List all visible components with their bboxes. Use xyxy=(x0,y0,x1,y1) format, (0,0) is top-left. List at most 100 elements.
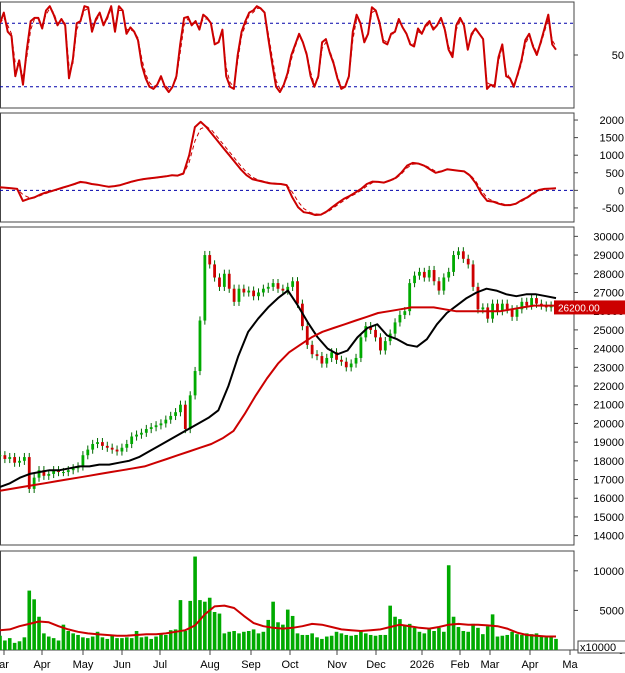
price-candle xyxy=(281,288,285,291)
x-axis-label: Oct xyxy=(281,659,298,671)
volume-bar xyxy=(495,636,500,650)
price-candle xyxy=(252,290,256,297)
volume-bar xyxy=(198,600,202,650)
volume-bar xyxy=(256,633,261,650)
price-candle xyxy=(222,273,226,287)
price-candle xyxy=(81,455,85,467)
price-candle xyxy=(393,322,397,334)
volume-bar xyxy=(539,636,544,650)
price-candle xyxy=(379,337,382,351)
volume-bar xyxy=(37,616,41,650)
price-candle xyxy=(110,447,114,450)
volume-bar xyxy=(12,642,17,650)
volume-bar xyxy=(66,630,71,650)
price-candle xyxy=(242,288,246,293)
price-candle xyxy=(310,344,314,355)
price-candle xyxy=(32,477,36,489)
volume-bar xyxy=(42,633,46,650)
volume-bar xyxy=(378,634,383,650)
volume-bar xyxy=(144,636,149,650)
volume-bar xyxy=(207,597,212,650)
volume-bar xyxy=(354,634,358,650)
price-candle xyxy=(398,314,402,323)
price-candle xyxy=(193,371,197,396)
price-axis-tick-label: 15000 xyxy=(593,512,624,524)
price-candle xyxy=(208,255,212,265)
reference-levels xyxy=(0,22,574,191)
price-candle xyxy=(296,281,299,304)
volume-bar xyxy=(222,633,227,650)
volume-bar xyxy=(193,556,197,650)
price-candle xyxy=(320,356,324,364)
volume-bar xyxy=(3,640,7,650)
price-axis-tick-label: 23000 xyxy=(593,362,624,374)
volume-bar xyxy=(85,638,90,650)
price-candle xyxy=(530,298,534,306)
volume-bar xyxy=(481,634,485,650)
x-axis-label: Apr xyxy=(33,659,50,671)
volume-bar xyxy=(510,631,514,650)
price-candle xyxy=(349,363,353,368)
price-candle xyxy=(305,326,309,345)
price-candle xyxy=(159,423,163,426)
volume-axis-tick-label: 5000 xyxy=(600,605,624,617)
last-price-label: 26200.00 xyxy=(558,303,600,314)
volume-bar xyxy=(90,636,95,650)
x-axis-label: May xyxy=(73,659,94,671)
volume-bar xyxy=(359,630,363,650)
volume-bar xyxy=(149,638,153,650)
volume-bar xyxy=(485,626,490,650)
volume-bar xyxy=(437,627,441,650)
volume-bar xyxy=(368,634,373,650)
price-candle xyxy=(237,288,241,302)
macd-axis-tick-label: 2000 xyxy=(600,115,624,127)
price-candle xyxy=(466,258,470,265)
volume-bar xyxy=(71,633,75,650)
volume-bar xyxy=(403,625,407,650)
volume-bar xyxy=(324,636,329,650)
volume-bar xyxy=(168,630,173,650)
x-axis-label: Ma xyxy=(562,659,578,671)
price-candle xyxy=(286,286,290,291)
stochastic-oscillator-frame xyxy=(0,1,575,109)
price-candle xyxy=(37,470,41,478)
price-candle xyxy=(408,283,412,312)
volume-bar xyxy=(456,627,461,650)
volume-bar xyxy=(520,634,524,650)
price-candle xyxy=(505,303,509,310)
x-axis-label: Aug xyxy=(200,659,220,671)
price-candle xyxy=(8,457,12,459)
price-candle xyxy=(140,432,143,435)
volume-bar xyxy=(212,611,217,650)
price-candle xyxy=(276,283,280,289)
volume-bar xyxy=(432,630,436,650)
volume-bar xyxy=(276,622,280,650)
x-axis-label: Apr xyxy=(521,659,538,671)
price-candle xyxy=(364,326,368,338)
x-axis-label: Dec xyxy=(366,659,386,671)
volume-bar xyxy=(427,629,431,650)
price-candle xyxy=(179,404,182,413)
price-candle xyxy=(218,277,221,287)
volume-bar xyxy=(281,624,285,650)
volume-bar xyxy=(451,616,456,650)
volume-bar xyxy=(505,634,510,650)
price-candle xyxy=(96,442,99,444)
price-candle xyxy=(383,341,387,351)
volume-bar xyxy=(173,629,178,650)
volume-bar xyxy=(95,631,100,650)
price-candle xyxy=(510,309,514,317)
macd-line xyxy=(0,120,557,216)
volume-bar xyxy=(17,641,22,650)
volume-bar xyxy=(0,635,2,650)
price-axis-tick-label: 21000 xyxy=(593,400,624,412)
volume-bar xyxy=(125,637,129,650)
price-candle xyxy=(66,470,70,473)
price-axis-tick-label: 29000 xyxy=(593,250,624,262)
volume-bar xyxy=(100,637,105,650)
price-candle xyxy=(471,264,475,287)
price-candle xyxy=(481,307,485,310)
price-candle xyxy=(247,290,251,293)
volume-bar xyxy=(466,631,471,650)
